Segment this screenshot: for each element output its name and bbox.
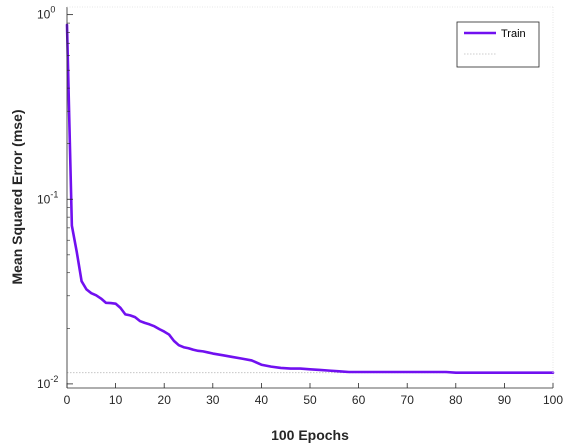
- x-tick-label-80: 80: [449, 393, 463, 407]
- x-tick-label-70: 70: [401, 393, 415, 407]
- x-tick-label-90: 90: [498, 393, 512, 407]
- legend-train-label: Train: [501, 28, 526, 40]
- y-tick-label--2: 10-2: [37, 374, 58, 391]
- legend: Train: [456, 21, 540, 68]
- x-tick-label-100: 100: [543, 393, 563, 407]
- x-tick-label-20: 20: [158, 393, 172, 407]
- x-tick-label-0: 0: [64, 393, 71, 407]
- x-tick-label-10: 10: [109, 393, 123, 407]
- axis-layer: 0 10 20 30 40 50 60 70 80 90 100 100 10-1 10-2: [37, 5, 563, 407]
- x-tick-label-60: 60: [352, 393, 366, 407]
- series-train-line: [65, 23, 555, 374]
- y-tick-label--1: 10-1: [37, 189, 58, 206]
- line-layer: [65, 23, 555, 374]
- y-axis-title: Mean Squared Error (mse): [9, 109, 25, 284]
- x-tick-label-50: 50: [303, 393, 317, 407]
- x-tick-label-30: 30: [206, 393, 220, 407]
- legend-box: [456, 21, 540, 68]
- x-axis-title: 100 Epochs: [271, 427, 349, 443]
- x-tick-label-40: 40: [255, 393, 269, 407]
- y-tick-label-0: 100: [37, 5, 55, 22]
